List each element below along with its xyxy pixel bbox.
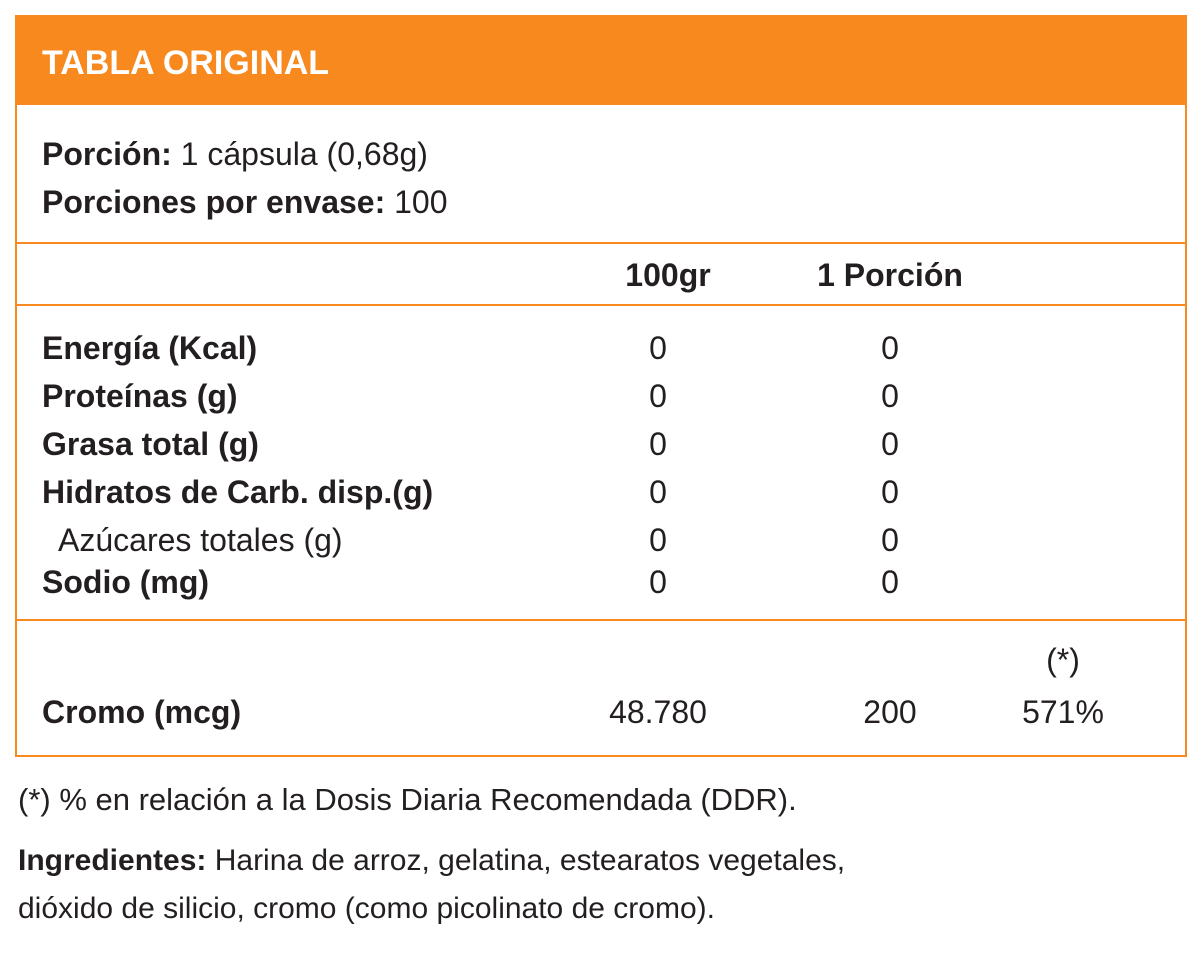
- cell: 200: [863, 694, 917, 730]
- cell: 0: [881, 564, 899, 600]
- cell: 571%: [1022, 694, 1104, 730]
- servings-value: 100: [394, 184, 448, 220]
- row-name: Cromo (mcg): [42, 694, 242, 730]
- row-name: Azúcares totales (g): [58, 522, 343, 558]
- header-band: [15, 15, 1187, 105]
- row-name: Hidratos de Carb. disp.(g): [42, 474, 434, 510]
- cell: 48.780: [609, 694, 707, 730]
- ddr-marker: (*): [1046, 642, 1080, 678]
- row-name: Energía (Kcal): [42, 330, 258, 366]
- ingredients-label: Ingredientes:: [18, 844, 207, 877]
- divider: [15, 619, 1187, 621]
- cell: 0: [881, 378, 899, 414]
- row-name: Grasa total (g): [42, 426, 259, 462]
- cell: 0: [649, 564, 667, 600]
- serving-label: Porción:: [42, 136, 172, 172]
- cell: 0: [649, 522, 667, 558]
- cell: 0: [881, 522, 899, 558]
- table-border: [15, 15, 1187, 757]
- cell: 0: [649, 378, 667, 414]
- header-title: TABLA ORIGINAL: [42, 44, 330, 82]
- divider: [15, 242, 1187, 244]
- column-header: 1 Porción: [817, 257, 963, 293]
- ingredients-line: dióxido de silicio, cromo (como picolina…: [18, 892, 715, 925]
- cell: 0: [649, 330, 667, 366]
- divider: [15, 304, 1187, 306]
- row-name: Proteínas (g): [42, 378, 238, 414]
- ingredients-line: Harina de arroz, gelatina, estearatos ve…: [214, 844, 846, 877]
- serving-value: 1 cápsula (0,68g): [180, 136, 428, 172]
- cell: 0: [881, 426, 899, 462]
- cell: 0: [881, 330, 899, 366]
- serving: Porción: 1 cápsula (0,68g): [42, 138, 428, 170]
- cell: 0: [881, 474, 899, 510]
- footnote: (*) % en relación a la Dosis Diaria Reco…: [18, 782, 797, 817]
- ingredients: Ingredientes: Harina de arroz, gelatina,…: [18, 846, 845, 876]
- servings-label: Porciones por envase:: [42, 184, 386, 220]
- column-header: 100gr: [625, 257, 711, 293]
- row-name: Sodio (mg): [42, 564, 210, 600]
- servings: Porciones por envase: 100: [42, 186, 448, 218]
- cell: 0: [649, 426, 667, 462]
- cell: 0: [649, 474, 667, 510]
